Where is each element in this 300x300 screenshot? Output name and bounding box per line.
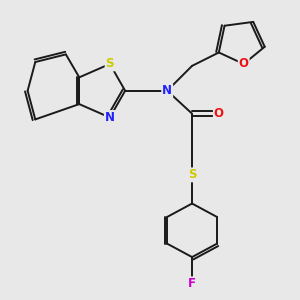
Text: F: F xyxy=(188,277,196,290)
Text: O: O xyxy=(239,58,249,70)
Text: O: O xyxy=(214,107,224,120)
Text: N: N xyxy=(162,84,172,97)
Text: S: S xyxy=(106,58,114,70)
Text: N: N xyxy=(105,111,115,124)
Text: S: S xyxy=(188,168,196,182)
